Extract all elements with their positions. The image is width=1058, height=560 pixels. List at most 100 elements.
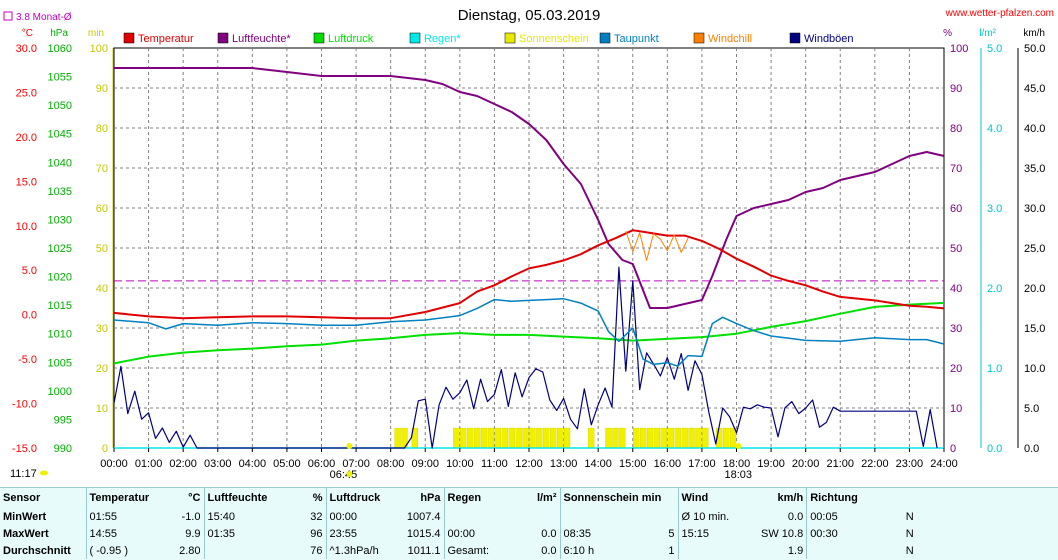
sunshine-bar (487, 427, 495, 449)
stats-header-hum: Luftfeuchte (203, 488, 280, 508)
stats-cell: 14:55 (85, 525, 158, 542)
sun-tick-label: 60 (96, 203, 108, 215)
sunshine-bar (722, 427, 730, 449)
pressure-tick-label: 995 (54, 414, 72, 426)
sunshine-bar (563, 427, 571, 449)
legend-label: Taupunkt (614, 33, 659, 45)
stats-cell (640, 508, 678, 525)
pressure-tick-label: 1040 (48, 157, 72, 169)
sunshine-bar (467, 427, 474, 449)
stats-row-label: Durchschnitt (3, 544, 71, 557)
stats-cell: 32 (310, 510, 323, 523)
legend-swatch (313, 32, 325, 44)
sun-tick-label: 30 (96, 323, 108, 335)
legend-swatch (409, 32, 421, 44)
sun-tick-label: 40 (96, 283, 108, 295)
legend-swatch (599, 32, 611, 44)
x-tick-label: 15:00 (619, 458, 647, 470)
chart-title: Dienstag, 05.03.2019 (458, 7, 601, 24)
stats-cell: 15:15 (677, 525, 758, 542)
update-time: 11:17 (10, 468, 37, 480)
stats-cell: 0.0 (787, 510, 804, 523)
stats-cell: 1 (668, 544, 675, 557)
stats-cell (203, 542, 280, 559)
stats-cell: 1011.1 (407, 544, 441, 557)
wind-tick-label: 5.0 (1024, 403, 1039, 415)
humidity-tick-label: 0 (950, 443, 956, 455)
stats-cell: 00:00 (443, 525, 520, 542)
humidity-tick-label: 30 (950, 323, 962, 335)
sunrise-axis-marker (346, 443, 353, 449)
stats-row-avg: Durchschnitt ( -0.95 ) 2.80 76 ^1.3hPa/h… (0, 542, 917, 559)
sunshine-bar (394, 427, 401, 449)
stats-row-label: MinWert (3, 510, 47, 523)
pressure-tick-label: 1005 (48, 357, 72, 369)
temp-tick-label: 30.0 (16, 43, 37, 55)
sun-tick-label: 80 (96, 123, 108, 135)
stats-cell: 01:35 (203, 525, 280, 542)
wind-tick-label: 45.0 (1024, 83, 1045, 95)
pressure-tick-label: 1045 (48, 129, 72, 141)
sun-tick-label: 0 (102, 443, 108, 455)
legend-label: Regen* (424, 33, 461, 45)
humidity-tick-label: 80 (950, 123, 962, 135)
humidity-tick-label: 100 (950, 43, 968, 55)
x-tick-label: 22:00 (861, 458, 889, 470)
stats-cell: Gesamt: (443, 542, 520, 559)
sunshine-bar (653, 427, 661, 449)
sunshine-bar (473, 427, 481, 449)
stats-header-sun: Sonnenschein min (559, 488, 678, 508)
stats-cell: -1.0 (181, 510, 201, 523)
humidity-tick-label: 40 (950, 283, 962, 295)
wind-tick-label: 40.0 (1024, 123, 1045, 135)
sunshine-bar (480, 427, 488, 449)
x-tick-label: 14:00 (584, 458, 612, 470)
stats-cell: 2.80 (179, 544, 201, 557)
stats-cell (677, 542, 758, 559)
sunshine-bar (550, 427, 557, 449)
series-line-luftfeuchte (114, 67, 945, 309)
temp-tick-label: 15.0 (16, 176, 37, 188)
x-tick-label: 06:00 (308, 458, 336, 470)
humidity-tick-label: 10 (950, 403, 962, 415)
temp-tick-label: 20.0 (16, 132, 37, 144)
wind-tick-label: 10.0 (1024, 363, 1045, 375)
weather-chart: Dienstag, 05.03.2019 www.wetter-pfalzen.… (3, 7, 1054, 481)
website-url[interactable]: www.wetter-pfalzen.com (945, 8, 1054, 19)
x-tick-label: 19:00 (757, 458, 785, 470)
sunshine-bar (646, 427, 654, 449)
sunshine-bar (522, 427, 529, 449)
stats-header-dir: Richtung (806, 488, 917, 508)
stats-header-sensor: Sensor (3, 492, 41, 504)
sun-unit-label: min (88, 28, 104, 39)
sunshine-bar (494, 427, 502, 449)
stats-cell: SW 10.8 (761, 527, 804, 540)
x-tick-label: 05:00 (273, 458, 301, 470)
sunshine-bar (453, 427, 460, 449)
sunrise-label: 06:45 (330, 469, 358, 481)
stats-cell: N (905, 544, 914, 557)
legend-label: Windböen (804, 33, 854, 45)
sunshine-bar (536, 427, 543, 449)
sunshine-bar (667, 427, 674, 449)
stats-cell: 1.9 (787, 544, 804, 557)
wind-tick-label: 35.0 (1024, 163, 1045, 175)
wind-tick-label: 25.0 (1024, 243, 1045, 255)
sun-tick-label: 70 (96, 163, 108, 175)
x-tick-label: 24:00 (930, 458, 958, 470)
sunshine-bar (674, 427, 681, 449)
stats-cell: 96 (310, 527, 323, 540)
sunshine-bar (695, 427, 702, 449)
sun-tick-label: 50 (96, 243, 108, 255)
rain-tick-label: 3.0 (987, 203, 1002, 215)
rain-tick-label: 5.0 (987, 43, 1002, 55)
sun-tick-label: 10 (96, 403, 108, 415)
stats-cell: ^1.3hPa/h (325, 542, 402, 559)
stats-cell: N (905, 527, 914, 540)
series-line-windchill (625, 230, 689, 261)
stats-cell (806, 542, 887, 559)
stats-row-label: MaxWert (3, 527, 49, 540)
legend-swatch (693, 32, 705, 44)
legend-swatch (217, 32, 229, 44)
temp-tick-label: -5.0 (18, 354, 37, 366)
